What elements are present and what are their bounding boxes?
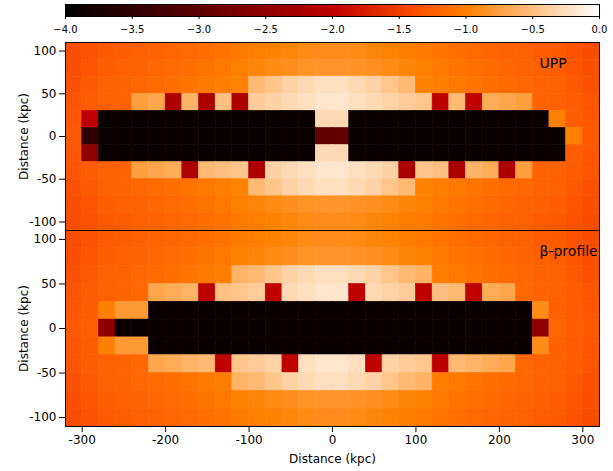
svg-text:50: 50 [41, 277, 56, 291]
svg-text:100: 100 [34, 44, 57, 58]
svg-text:−2.0: −2.0 [320, 24, 344, 34]
svg-text:Distance (kpc): Distance (kpc) [17, 285, 31, 372]
svg-text:-50: -50 [37, 366, 57, 380]
svg-text:0: 0 [49, 129, 57, 143]
svg-text:100: 100 [404, 433, 427, 447]
svg-text:−0.5: −0.5 [521, 24, 545, 34]
svg-text:-300: -300 [69, 433, 96, 447]
svg-text:300: 300 [571, 433, 594, 447]
svg-text:100: 100 [34, 232, 57, 246]
svg-text:Distance (kpc): Distance (kpc) [17, 93, 31, 180]
svg-text:β-profile: β-profile [540, 243, 598, 259]
svg-text:−1.5: −1.5 [387, 24, 411, 34]
svg-text:200: 200 [488, 433, 511, 447]
svg-text:Distance (kpc): Distance (kpc) [289, 452, 376, 466]
svg-text:-200: -200 [152, 433, 179, 447]
svg-text:−3.0: −3.0 [187, 24, 211, 34]
svg-text:0: 0 [49, 321, 57, 335]
svg-text:50: 50 [41, 87, 56, 101]
svg-text:-100: -100 [29, 410, 56, 424]
svg-text:−2.5: −2.5 [254, 24, 278, 34]
svg-text:-100: -100 [29, 215, 56, 229]
svg-text:UPP: UPP [540, 55, 567, 71]
svg-text:0: 0 [329, 433, 337, 447]
svg-text:0.0: 0.0 [592, 24, 608, 34]
svg-text:−1.0: −1.0 [454, 24, 478, 34]
svg-text:−4.0: −4.0 [53, 24, 77, 34]
svg-text:-50: -50 [37, 172, 57, 186]
svg-text:-100: -100 [235, 433, 262, 447]
svg-text:−3.5: −3.5 [120, 24, 144, 34]
